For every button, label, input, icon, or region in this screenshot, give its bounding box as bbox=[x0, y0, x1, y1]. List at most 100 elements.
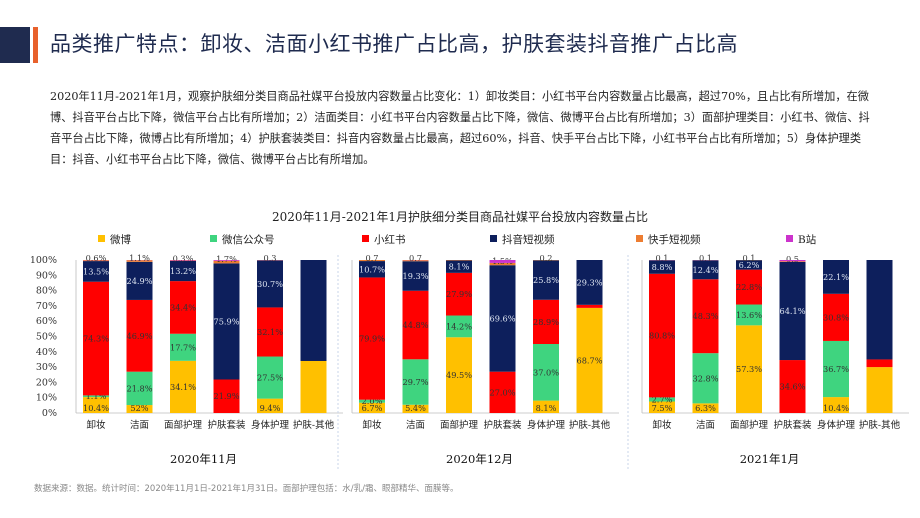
bar-segment-wechat bbox=[692, 353, 719, 404]
data-label: 80.8% bbox=[649, 331, 675, 341]
y-tick-label: 10% bbox=[36, 393, 57, 404]
legend-label-wechat: 微信公众号 bbox=[222, 233, 275, 246]
x-tick-label: 身体护理 bbox=[527, 419, 566, 431]
data-label: 1.1% bbox=[129, 253, 150, 263]
data-label: 10.7% bbox=[359, 264, 385, 274]
x-tick-label: 洁面 bbox=[406, 419, 425, 431]
bar-segment-douyin bbox=[779, 261, 806, 361]
bar-segment-kuaishou bbox=[402, 260, 429, 262]
bar-segment-weibo bbox=[126, 405, 153, 413]
data-label: 29.3% bbox=[576, 277, 602, 287]
data-label: 0.7 bbox=[365, 253, 378, 263]
bar-segment-kuaishou bbox=[359, 260, 385, 262]
bar-segment-wechat bbox=[83, 395, 109, 398]
data-label: 0.6% bbox=[86, 253, 107, 263]
bar-segment-xiaohongshu bbox=[213, 379, 240, 413]
data-label: 0.7 bbox=[409, 253, 422, 263]
bar-segment-xiaohongshu bbox=[692, 279, 719, 354]
legend-label-douyin: 抖音短视频 bbox=[502, 233, 555, 246]
legend-swatch-kuaishou bbox=[636, 235, 643, 242]
data-label: 27.5% bbox=[257, 373, 283, 383]
data-label: 37.0% bbox=[533, 367, 559, 377]
data-label: 36.7% bbox=[823, 364, 849, 374]
data-label: 21.9% bbox=[213, 391, 239, 401]
data-label: 0.3 bbox=[263, 253, 276, 263]
bar-segment-wechat bbox=[359, 399, 385, 403]
data-label: 49.5% bbox=[446, 370, 472, 380]
title-accent-block bbox=[33, 27, 38, 63]
legend-swatch-wechat bbox=[210, 235, 217, 242]
bar-segment-weibo bbox=[533, 400, 559, 413]
data-label: 2.0% bbox=[362, 396, 383, 406]
data-label: 10.4% bbox=[83, 403, 109, 413]
bar-segment-weibo bbox=[170, 360, 196, 413]
bar-segment-xiaohongshu bbox=[489, 371, 516, 413]
bar-segment-xiaohongshu bbox=[736, 269, 762, 305]
data-label: 13.6% bbox=[736, 310, 762, 320]
bar-segment-kuaishou bbox=[489, 262, 516, 266]
y-tick-label: 100% bbox=[30, 255, 57, 266]
bar-segment-douyin bbox=[257, 260, 283, 308]
data-label: 22.1% bbox=[823, 272, 849, 282]
bar-segment-xiaohongshu bbox=[402, 290, 429, 360]
data-label: 1.1% bbox=[86, 391, 107, 401]
data-label: 28.9% bbox=[533, 317, 559, 327]
bar-segment-xiaohongshu bbox=[359, 277, 385, 400]
bar-segment-douyin bbox=[170, 260, 196, 282]
data-label: 0.3% bbox=[173, 253, 194, 263]
data-label: 8.1% bbox=[449, 262, 470, 272]
data-label: 8.1% bbox=[536, 403, 557, 413]
bar-segment-wechat bbox=[736, 304, 762, 326]
bar-segment-xiaohongshu bbox=[779, 360, 806, 413]
data-label: 14.2% bbox=[446, 321, 472, 331]
data-label: 9.4% bbox=[260, 403, 281, 413]
legend-label-bilibili: B站 bbox=[798, 233, 817, 246]
data-label: 5.4% bbox=[405, 403, 426, 413]
bar-segment-bilibili bbox=[213, 260, 240, 261]
bar-segment-douyin bbox=[402, 261, 429, 291]
title-bar-block bbox=[0, 27, 30, 63]
data-label: 0.2 bbox=[539, 253, 552, 263]
bar-segment-xiaohongshu bbox=[533, 299, 559, 344]
x-tick-label: 身体护理 bbox=[251, 419, 290, 431]
data-label: 74.3% bbox=[83, 334, 109, 344]
x-tick-label: 护肤套装 bbox=[773, 419, 812, 431]
bar-segment-weibo bbox=[257, 398, 283, 413]
x-tick-label: 护肤-其他 bbox=[859, 419, 901, 431]
bar-segment-wechat bbox=[823, 340, 849, 398]
bar-segment-xiaohongshu bbox=[83, 281, 109, 396]
bar-segment-douyin bbox=[649, 260, 675, 274]
data-label: 6.2% bbox=[739, 260, 760, 270]
x-tick-label: 洁面 bbox=[130, 419, 149, 431]
bar-segment-douyin bbox=[359, 261, 385, 278]
data-label: 34.6% bbox=[779, 382, 805, 392]
bar-segment-weibo bbox=[359, 402, 385, 413]
data-label: 1.7% bbox=[216, 254, 237, 264]
bar-segment-kuaishou bbox=[213, 260, 240, 264]
bar-segment-wechat bbox=[126, 371, 153, 406]
bar-segment-douyin bbox=[83, 261, 109, 282]
y-tick-label: 20% bbox=[36, 377, 57, 388]
data-label: 34.4% bbox=[170, 302, 196, 312]
bar-segment-bilibili bbox=[779, 260, 806, 262]
data-label: 21.8% bbox=[126, 383, 152, 393]
data-label: 27.9% bbox=[446, 289, 472, 299]
bar-segment-xiaohongshu bbox=[446, 272, 472, 316]
bar-segment-weibo bbox=[446, 337, 472, 413]
bar-segment-xiaohongshu bbox=[257, 307, 283, 357]
data-label: 27.0% bbox=[489, 387, 515, 397]
data-label: 32.8% bbox=[692, 373, 718, 383]
bar-segment-douyin bbox=[489, 265, 516, 372]
bar-segment-weibo bbox=[402, 404, 429, 413]
bar-segment-douyin bbox=[126, 261, 153, 300]
bar-segment-wechat bbox=[533, 343, 559, 401]
bar-segment-wechat bbox=[649, 397, 675, 402]
data-label: 79.9% bbox=[359, 334, 385, 344]
y-tick-label: 90% bbox=[36, 270, 57, 281]
bar-segment-wechat bbox=[170, 333, 196, 361]
data-label: 2.7% bbox=[652, 394, 673, 404]
data-label: 34.1% bbox=[170, 382, 196, 392]
x-tick-label: 面部护理 bbox=[730, 419, 769, 431]
data-label: 68.7% bbox=[576, 355, 602, 365]
x-tick-label: 身体护理 bbox=[817, 419, 856, 431]
